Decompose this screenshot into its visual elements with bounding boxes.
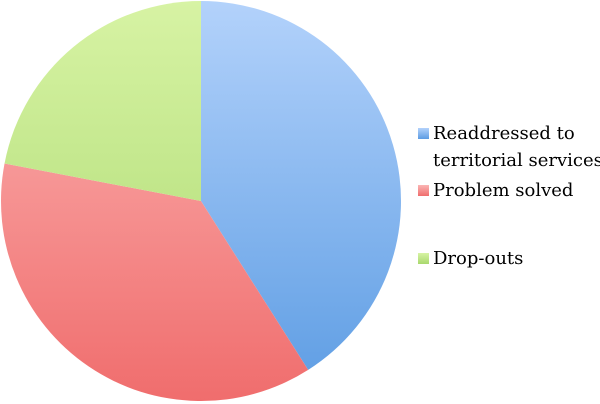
legend-item-readdressed-to-territorial-services: Readdressed to territorial services bbox=[418, 123, 600, 171]
legend-label: territorial services bbox=[433, 150, 600, 171]
legend-item-drop-outs: Drop-outs bbox=[418, 248, 523, 269]
pie-slice-readdressed-to-territorial-services bbox=[201, 0, 402, 370]
legend: Readdressed to territorial services Proble… bbox=[418, 123, 600, 269]
legend-swatch bbox=[418, 185, 429, 196]
pie-slice-drop-outs bbox=[4, 0, 202, 202]
legend-label: Problem solved bbox=[433, 180, 573, 201]
legend-label: Readdressed to bbox=[433, 123, 575, 144]
legend-label: Drop-outs bbox=[433, 248, 523, 269]
pie-slice-problem-solved bbox=[0, 163, 309, 402]
legend-item-problem-solved: Problem solved bbox=[418, 180, 573, 201]
legend-swatch bbox=[418, 128, 429, 139]
legend-swatch bbox=[418, 253, 429, 264]
pie-slices bbox=[0, 0, 402, 402]
